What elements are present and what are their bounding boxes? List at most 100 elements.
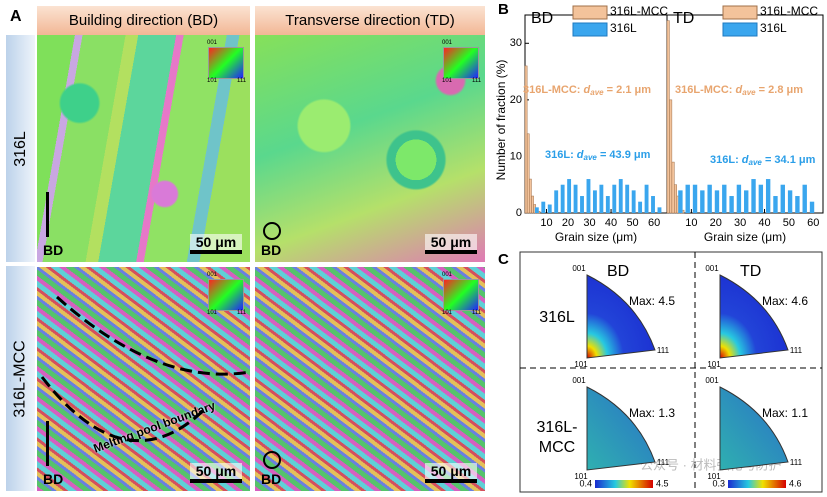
y-tick-label: 20 [510,94,522,106]
direction-label: BD [261,471,282,487]
x-tick-label: 40 [758,217,770,229]
ipf-key-label: 001 [442,272,453,278]
ipf-key: 001 101 111 [442,40,481,84]
annotation: 316L: dave = 34.1 μm [710,154,816,167]
histogram-bar [729,196,734,213]
histogram-bar [560,184,565,213]
corner-label: 111 [790,346,803,355]
colorbar-min: 0.3 [712,478,725,488]
annotation-label: 316L-MCC: [523,84,584,96]
max-label: Max: 4.6 [762,294,808,308]
annotation-text: = 2.1 μm [604,84,652,96]
column-header: TD [740,263,761,280]
histogram-bar [666,20,670,214]
pole-figure [719,274,789,359]
histogram-bar [671,161,675,214]
legend-swatch [722,22,758,37]
legend-label: 316L-MCC [610,4,668,18]
direction-arrow [46,421,49,466]
annotation: 316L-MCC: dave = 2.8 μm [675,84,803,97]
histogram-bar [599,184,604,213]
histogram-bar [526,133,530,214]
colorbar-max: 4.6 [789,478,802,488]
histogram-bar [586,179,591,213]
y-axis-label: Number of fraction (%) [495,60,508,181]
annotation-subscript: ave [584,153,598,162]
histogram-bar [534,207,539,213]
column-header: BD [607,263,629,280]
ipf-key-label: 101 [207,310,218,316]
annotation: 316L: dave = 43.9 μm [545,149,651,162]
ipf-key-label: 001 [207,40,218,46]
ipf-key-label: 111 [237,310,247,316]
plot-frame [666,14,824,214]
histogram-bar [573,184,578,213]
annotation-symbol: d [577,149,584,161]
panel-a: A Building direction (BD) Transverse dir… [6,6,485,491]
colorbar-min: 0.4 [579,478,592,488]
histogram-bar [547,204,552,213]
scale-bar: 50 μm [425,234,477,254]
x-tick-label: 60 [648,217,660,229]
histogram-bar [765,179,771,213]
histogram-bar [678,190,683,213]
histogram-bar [700,190,705,213]
annotation-subscript: ave [742,88,756,97]
annotation-symbol: d [742,154,749,166]
x-tick-label: 20 [562,217,574,229]
histogram-bar [612,184,617,213]
corner-label: 101 [574,472,588,481]
ipf-key-label: 001 [442,40,453,46]
x-axis-label: Grain size (μm) [704,230,786,244]
plot-frame [524,14,668,214]
x-tick-label: 30 [583,217,595,229]
annotation-text: = 34.1 μm [762,154,816,166]
histogram-bar [722,184,727,213]
ebsd-map: 001 101 111 50 μm BD [37,35,250,262]
histogram-bar [605,196,610,213]
histogram-bar [631,190,636,213]
corner-label: 111 [657,458,670,467]
x-tick-label: 30 [734,217,746,229]
histogram-bar [541,201,546,213]
histogram-bar [707,184,712,213]
histogram-bar [554,190,559,213]
direction-label: BD [261,242,282,258]
histogram-bar [787,190,793,213]
histogram-bar [669,99,673,214]
pole-figure [586,274,656,359]
direction-label: BD [43,242,64,258]
row-label: 316L-MCC [6,266,35,491]
max-label: Max: 1.3 [629,406,675,420]
annotation-subscript: ave [590,88,604,97]
histogram-bar [580,196,584,213]
histogram-bar [674,184,677,214]
annotation-symbol: d [736,84,743,96]
histogram-bar [638,201,643,213]
ipf-key-label: 101 [442,310,453,316]
legend-label: 316L [610,21,637,35]
histogram-bar [651,196,655,213]
histogram-bar [736,184,742,213]
chart-title: BD [531,10,553,27]
histogram-bar [802,184,807,213]
histogram-bar [657,207,662,213]
panel-label: A [10,8,22,25]
pole-figure [586,386,656,471]
x-axis-label: Grain size (μm) [555,230,637,244]
histogram-bar [644,184,649,213]
corner-label: 101 [574,360,588,369]
x-tick-label: 10 [685,217,697,229]
ebsd-map: 001 101 111 50 μm BD [255,267,485,491]
x-tick-label: 10 [540,217,552,229]
y-tick-label: 30 [510,37,522,49]
ebsd-map: 001 101 111 50 μm BD [255,35,485,262]
histogram-bar [625,184,630,213]
histogram-bar [618,179,623,213]
direction-label: BD [43,471,64,487]
x-tick-label: 50 [783,217,795,229]
row-text: 316L-MCC [11,339,29,418]
ipf-key-label: 101 [207,78,218,84]
row-label: 316L- [537,419,578,436]
